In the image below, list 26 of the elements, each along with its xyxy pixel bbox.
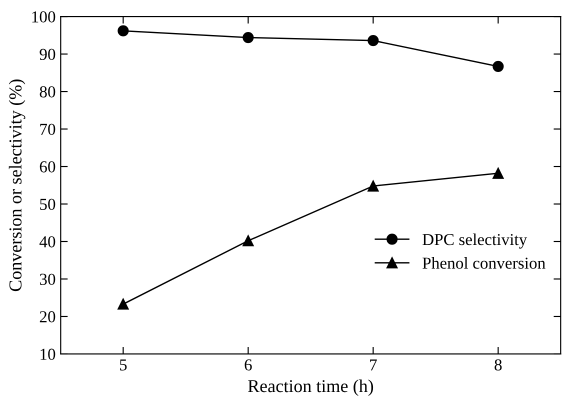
y-tick-label: 40 bbox=[39, 236, 56, 248]
point bbox=[118, 298, 129, 310]
x-tick-label: 5 bbox=[120, 359, 127, 371]
y-tick-label: 50 bbox=[40, 198, 56, 210]
point bbox=[242, 32, 254, 44]
point bbox=[492, 60, 504, 72]
y-tick-label: 80 bbox=[40, 86, 56, 98]
x-tick-label: 6 bbox=[244, 359, 252, 371]
y-tick-label: 20 bbox=[40, 311, 56, 322]
y-tick-label: 100 bbox=[32, 11, 56, 23]
y-tick-label: 60 bbox=[40, 161, 56, 172]
y-tick-label: 30 bbox=[40, 274, 56, 285]
y-axis-title: Conversion or selectivity (%) bbox=[8, 80, 26, 292]
point bbox=[118, 25, 129, 36]
point bbox=[492, 168, 504, 179]
point bbox=[242, 235, 254, 246]
x-tick-label: 7 bbox=[370, 359, 377, 370]
legend-label: DPC selectivity bbox=[422, 233, 528, 249]
point bbox=[368, 180, 379, 192]
y-tick-label: 90 bbox=[40, 48, 56, 60]
legend-label: Phenol conversion bbox=[422, 257, 546, 269]
x-tick-label: 8 bbox=[494, 359, 502, 371]
x-axis-title: Reaction time (h) bbox=[248, 380, 374, 396]
y-tick-label: 10 bbox=[40, 348, 56, 360]
point bbox=[368, 35, 379, 46]
y-tick-label: 70 bbox=[40, 124, 56, 135]
